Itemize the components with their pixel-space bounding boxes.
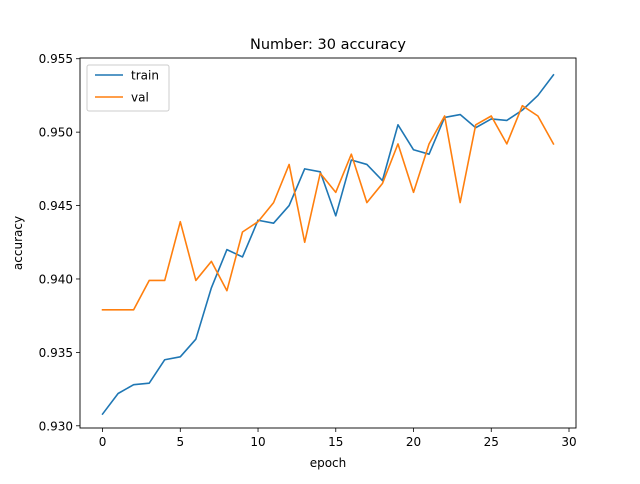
legend-label-val: val xyxy=(131,91,149,105)
x-axis: 0 5 10 15 20 25 30 xyxy=(99,428,577,449)
x-tick-label: 0 xyxy=(99,435,107,449)
y-axis: 0.930 0.935 0.940 0.945 0.950 0.955 xyxy=(39,52,80,433)
y-axis-label: accuracy xyxy=(11,216,25,270)
x-tick-label: 5 xyxy=(176,435,184,449)
x-tick-label: 30 xyxy=(561,435,576,449)
y-tick-label: 0.940 xyxy=(39,272,73,286)
series-layer xyxy=(101,73,555,416)
plot-frame xyxy=(79,57,577,429)
legend: train val xyxy=(86,64,170,112)
chart-title: Number: 30 accuracy xyxy=(250,37,406,53)
x-tick-label: 20 xyxy=(406,435,421,449)
y-tick-label: 0.955 xyxy=(39,52,73,66)
x-axis-label: epoch xyxy=(310,456,347,470)
y-tick-label: 0.950 xyxy=(39,126,73,140)
x-tick-label: 15 xyxy=(328,435,343,449)
series-line-train xyxy=(101,73,555,416)
y-tick-label: 0.930 xyxy=(39,419,73,433)
series-line-val xyxy=(101,104,555,311)
y-tick-label: 0.935 xyxy=(39,346,73,360)
legend-box xyxy=(86,64,170,112)
x-tick-label: 10 xyxy=(250,435,265,449)
legend-label-train: train xyxy=(131,69,159,83)
y-tick-label: 0.945 xyxy=(39,199,73,213)
x-tick-label: 25 xyxy=(484,435,499,449)
